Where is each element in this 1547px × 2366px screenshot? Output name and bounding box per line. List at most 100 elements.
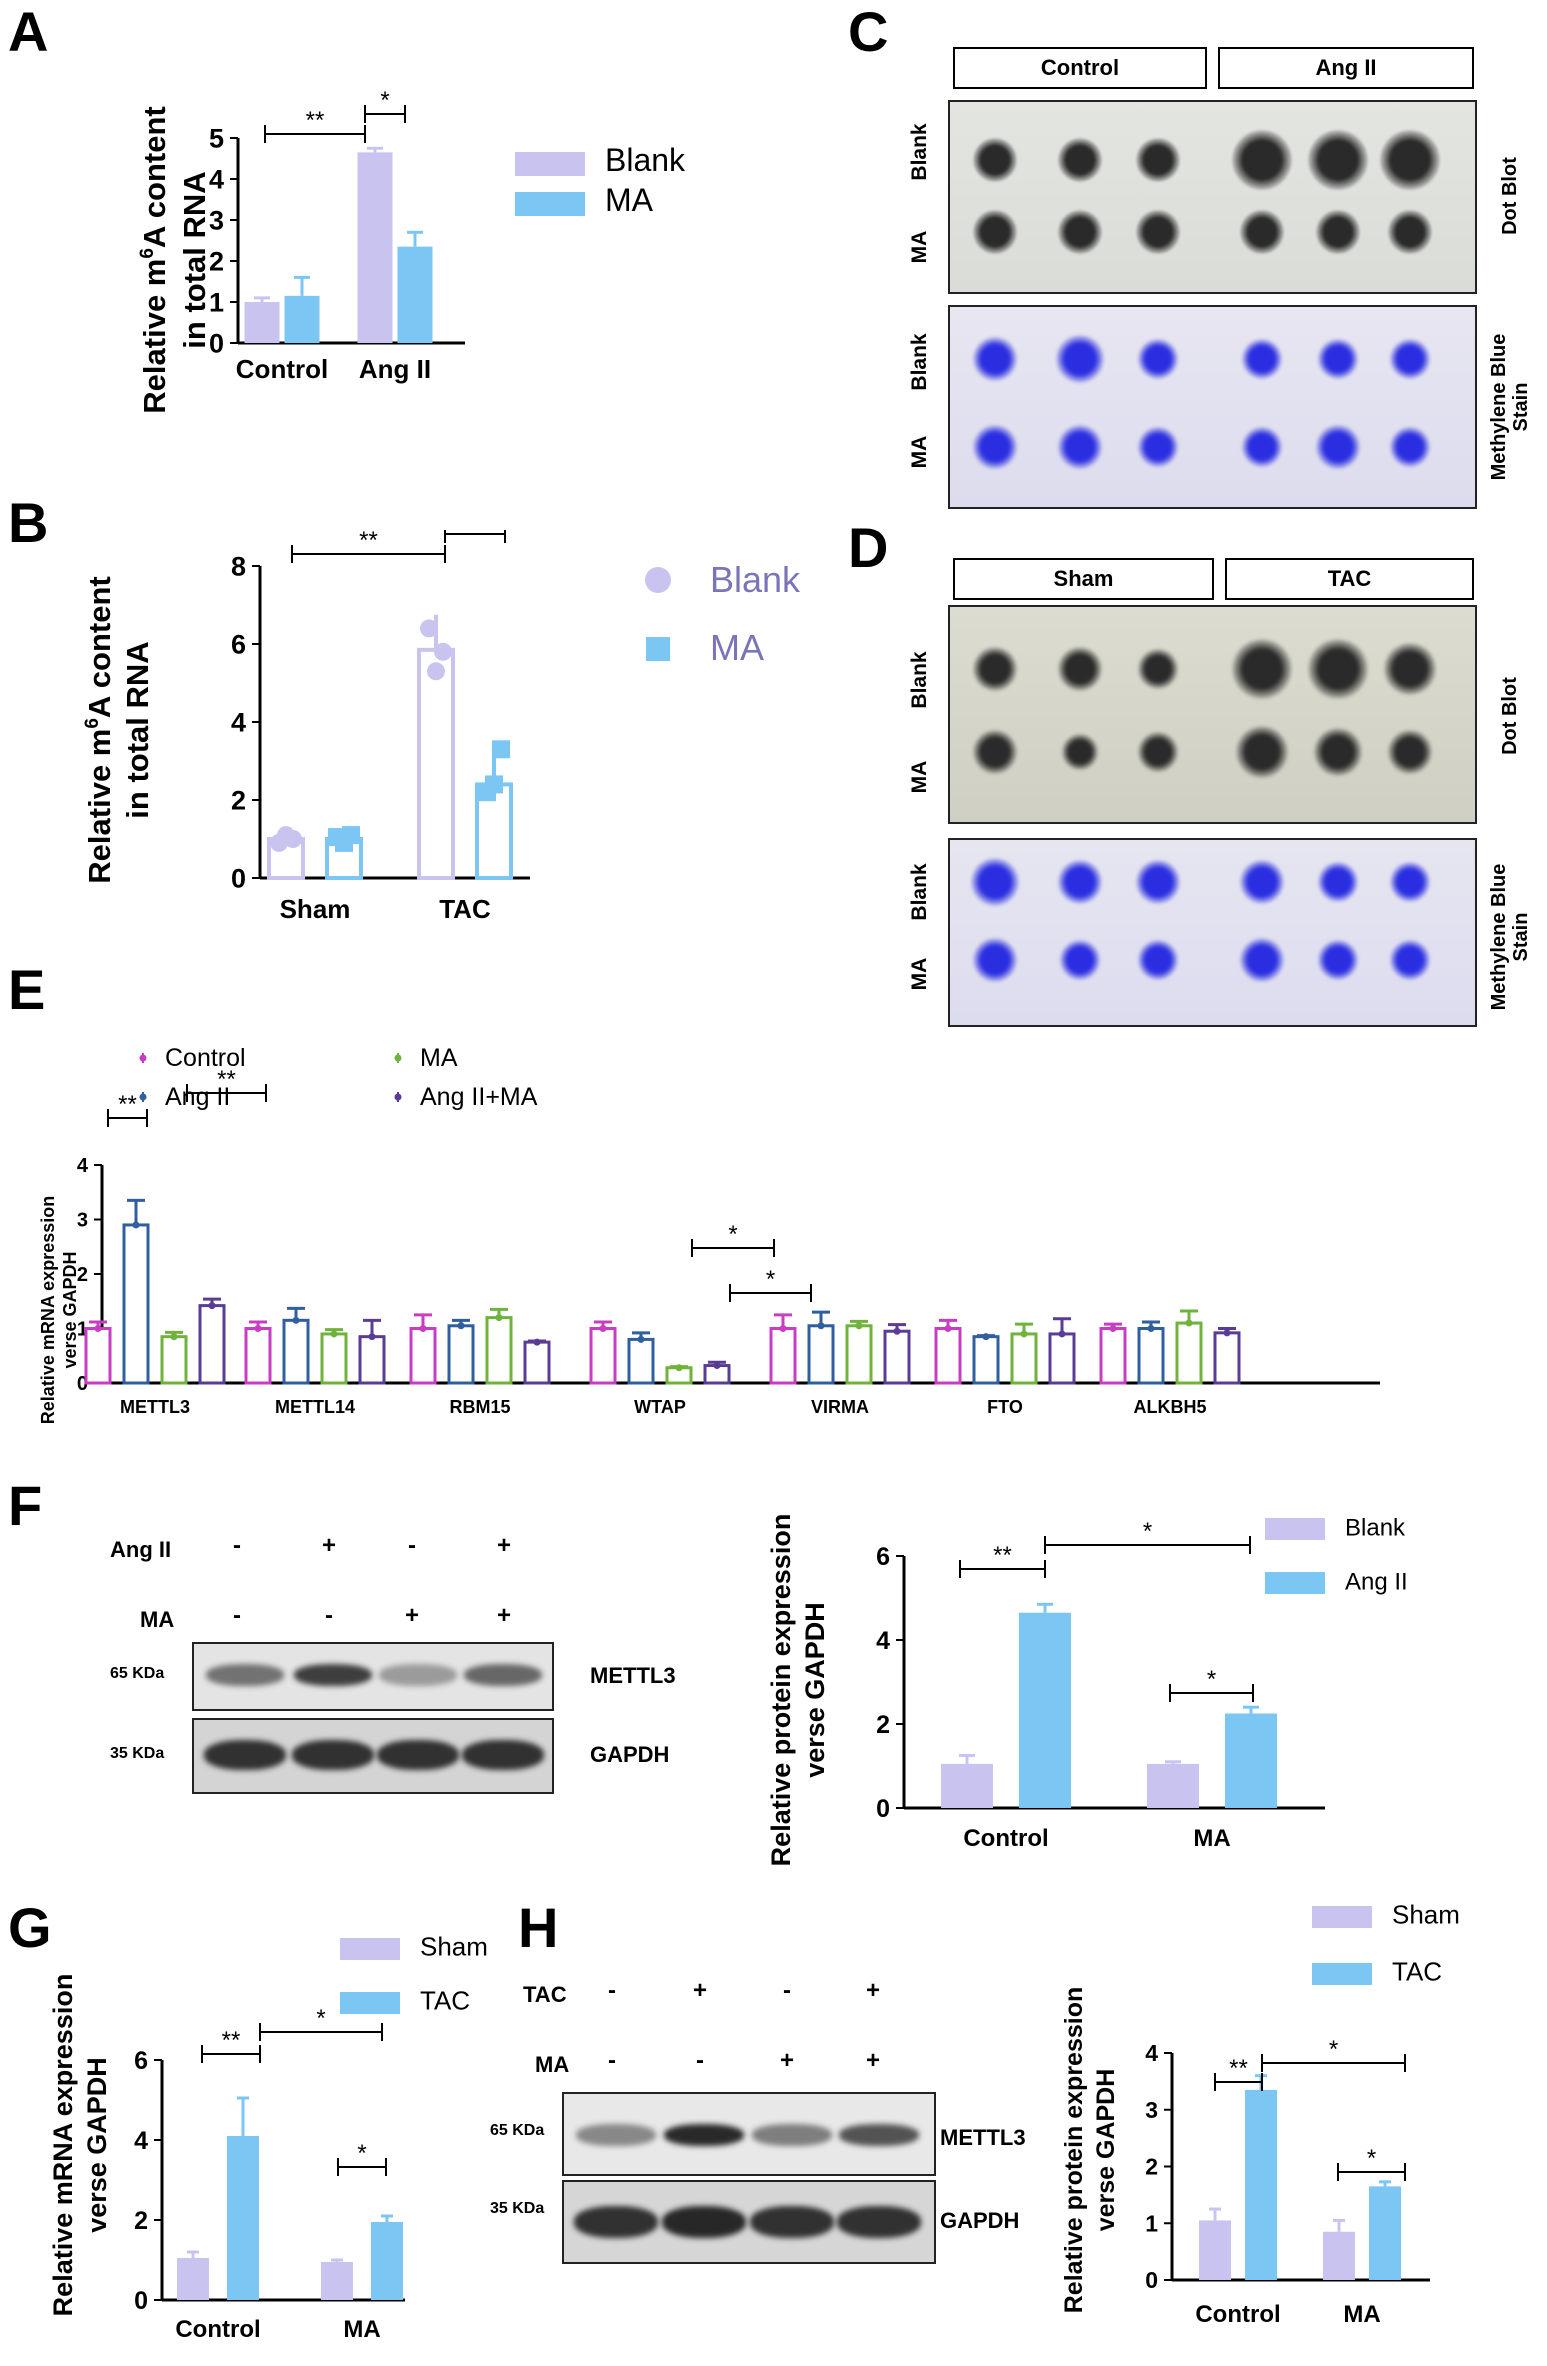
bar	[627, 1337, 655, 1385]
data-point	[170, 1333, 178, 1341]
wb-h-sign: +	[865, 1977, 880, 2004]
bar	[357, 152, 393, 343]
data-point	[855, 1322, 863, 1330]
blot-c-row-blank-top: Blank	[908, 123, 931, 181]
blot-dot	[1136, 210, 1180, 254]
chart-f-ylabel-line2: verse GAPDH	[800, 1602, 830, 1778]
chart-a-ylabel-line2: in total RNA	[177, 171, 212, 348]
wb-f-sign: +	[496, 1532, 511, 1559]
wb-f-sign: -	[325, 1602, 333, 1629]
data-point	[434, 642, 452, 661]
blot-dot	[1308, 639, 1368, 699]
data-point	[485, 775, 503, 794]
wb-h-sign: -	[608, 1977, 616, 2004]
y-tick-label: 0	[77, 1373, 88, 1395]
y-tick-label: 0	[231, 863, 246, 893]
wb-h-sign: -	[783, 1977, 791, 2004]
sig-b-1: **	[359, 530, 378, 554]
bar	[244, 1327, 272, 1385]
bar	[589, 1327, 617, 1385]
sig-e-4: *	[766, 1266, 775, 1293]
blot-c-header-control: Control	[953, 47, 1207, 89]
legend-h-tac-label: TAC	[1392, 1957, 1442, 1987]
bar	[1048, 1332, 1076, 1385]
y-tick-label: 6	[231, 629, 246, 659]
blot-c-row-ma-top: MA	[908, 230, 931, 264]
wb-h-row1-label: TAC	[523, 1982, 567, 2007]
wb-h-band1-kda: 65 KDa	[490, 2122, 545, 2139]
wb-f-row2-label: MA	[140, 1607, 175, 1632]
blot-dot	[973, 425, 1017, 469]
y-tick-label: 4	[77, 1155, 89, 1177]
data-point	[292, 1316, 300, 1324]
data-point	[94, 1325, 102, 1332]
data-point	[420, 619, 438, 638]
legend-b-blank-swatch	[645, 567, 671, 593]
blot-dot	[1390, 427, 1430, 467]
dot-blot-c-bottom	[948, 305, 1477, 509]
blot-dot	[1058, 138, 1102, 182]
legend-g-tac-label: TAC	[420, 1986, 470, 2016]
blot-dot	[1058, 425, 1102, 469]
bar	[485, 1316, 513, 1385]
blot-dot	[1380, 130, 1440, 190]
wb-band	[377, 1740, 459, 1770]
chart-h-ylabel-line2: verse GAPDH	[1092, 2069, 1120, 2232]
bar	[1010, 1332, 1038, 1385]
blot-dot	[1390, 862, 1430, 902]
y-tick-label: 6	[876, 1543, 890, 1571]
data-point	[675, 1364, 683, 1372]
wb-band	[839, 2124, 919, 2146]
wb-h-sign: -	[608, 2047, 616, 2074]
bar	[1225, 1713, 1277, 1808]
y-tick-label: 5	[209, 123, 224, 153]
wb-f-sign: -	[233, 1532, 241, 1559]
blot-dot	[1232, 639, 1292, 699]
chart-a-ylabel-line1: Relative m6A content	[137, 106, 172, 413]
bar	[244, 302, 280, 343]
wb-band	[206, 1664, 284, 1686]
data-point	[419, 1325, 427, 1332]
legend-f-angii-label: Ang II	[1345, 1569, 1408, 1596]
wb-h-band2-kda: 35 KDa	[490, 2200, 545, 2217]
bar	[122, 1223, 150, 1385]
data-point	[893, 1327, 901, 1335]
x-tick-label: RBM15	[449, 1397, 510, 1417]
legend-g-sham-label: Sham	[420, 1932, 488, 1962]
data-point	[982, 1333, 990, 1341]
blot-dot	[973, 337, 1017, 381]
bar	[1019, 1612, 1071, 1808]
blot-c-row-ma-bottom: MA	[908, 435, 931, 469]
legend-b-blank-label: Blank	[710, 559, 801, 600]
wb-band	[750, 2206, 834, 2238]
y-tick-label: 4	[876, 1627, 890, 1655]
data-point	[427, 662, 445, 681]
bar	[1099, 1327, 1127, 1385]
chart-h: Relative protein expression verse GAPDH …	[1060, 1900, 1460, 2328]
x-tick-label: Control	[175, 2316, 260, 2343]
blot-dot	[1138, 427, 1178, 467]
blot-dot	[973, 647, 1017, 691]
y-tick-label: 1	[77, 1319, 88, 1341]
sig-a-2: *	[380, 87, 389, 114]
wb-band	[752, 2124, 832, 2146]
legend-e-label: Ang II	[165, 1083, 230, 1111]
x-tick-label: Control	[1195, 2301, 1280, 2328]
legend-e-label: MA	[420, 1044, 458, 1072]
bar	[397, 246, 433, 343]
y-tick-label: 2	[231, 785, 246, 815]
blot-dot	[1058, 647, 1102, 691]
blot-dot	[1058, 210, 1102, 254]
chart-g-ylabel-line1: Relative mRNA expression	[48, 1974, 78, 2317]
blot-dot	[1318, 339, 1358, 379]
blot-d-header-sham: Sham	[953, 558, 1214, 600]
data-point	[495, 1314, 503, 1322]
bar	[198, 1304, 226, 1385]
blot-d-row-ma-top: MA	[908, 760, 931, 794]
blot-dot	[1318, 862, 1358, 902]
data-point	[944, 1325, 952, 1332]
blot-dot	[1316, 210, 1360, 254]
chart-a: Relative m6A content in total RNA 0 1 2 3 4 5…	[137, 87, 686, 414]
x-tick-label: ALKBH5	[1133, 1397, 1206, 1417]
bar	[1245, 2089, 1277, 2280]
